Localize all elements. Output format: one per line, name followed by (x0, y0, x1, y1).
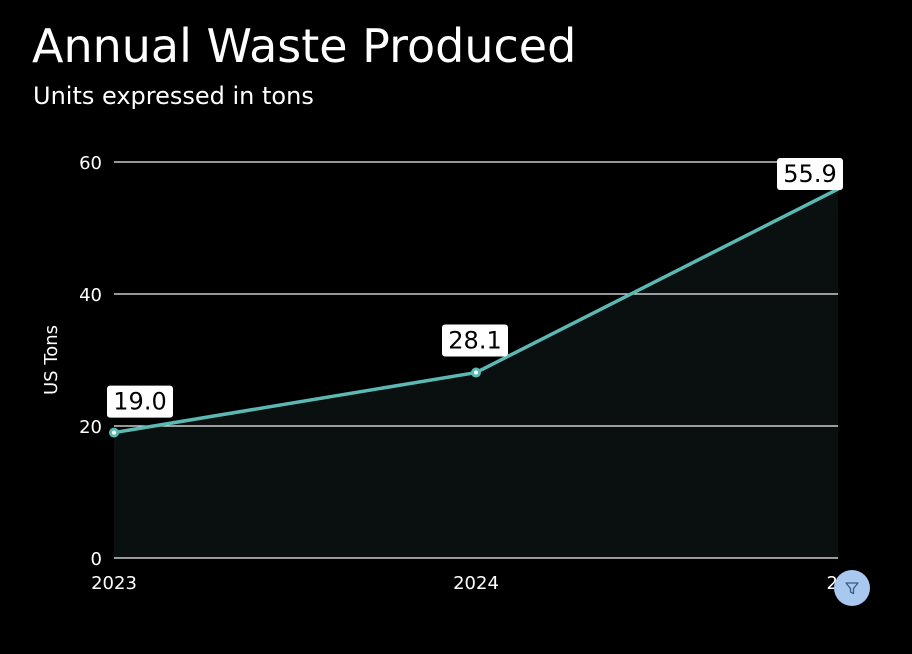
data-label-box (442, 324, 508, 357)
x-tick-label: 2024 (453, 573, 499, 594)
data-label-box (107, 385, 173, 418)
data-label: 19.0 (113, 388, 166, 416)
data-label: 55.9 (783, 160, 836, 188)
filter-button[interactable] (834, 570, 870, 606)
y-axis-label: US Tons (41, 325, 62, 395)
data-label-box (777, 158, 843, 191)
data-label: 28.1 (448, 327, 501, 355)
y-tick-label: 60 (79, 153, 102, 174)
chart-subtitle: Units expressed in tons (33, 82, 314, 110)
x-tick-label: 2023 (91, 573, 137, 594)
y-tick-label: 0 (91, 549, 102, 570)
data-point-center (112, 430, 116, 435)
data-point-center (474, 370, 478, 375)
chart-title: Annual Waste Produced (32, 19, 577, 73)
y-tick-label: 40 (79, 285, 102, 306)
y-tick-label: 20 (79, 417, 102, 438)
filter-icon (845, 582, 859, 595)
